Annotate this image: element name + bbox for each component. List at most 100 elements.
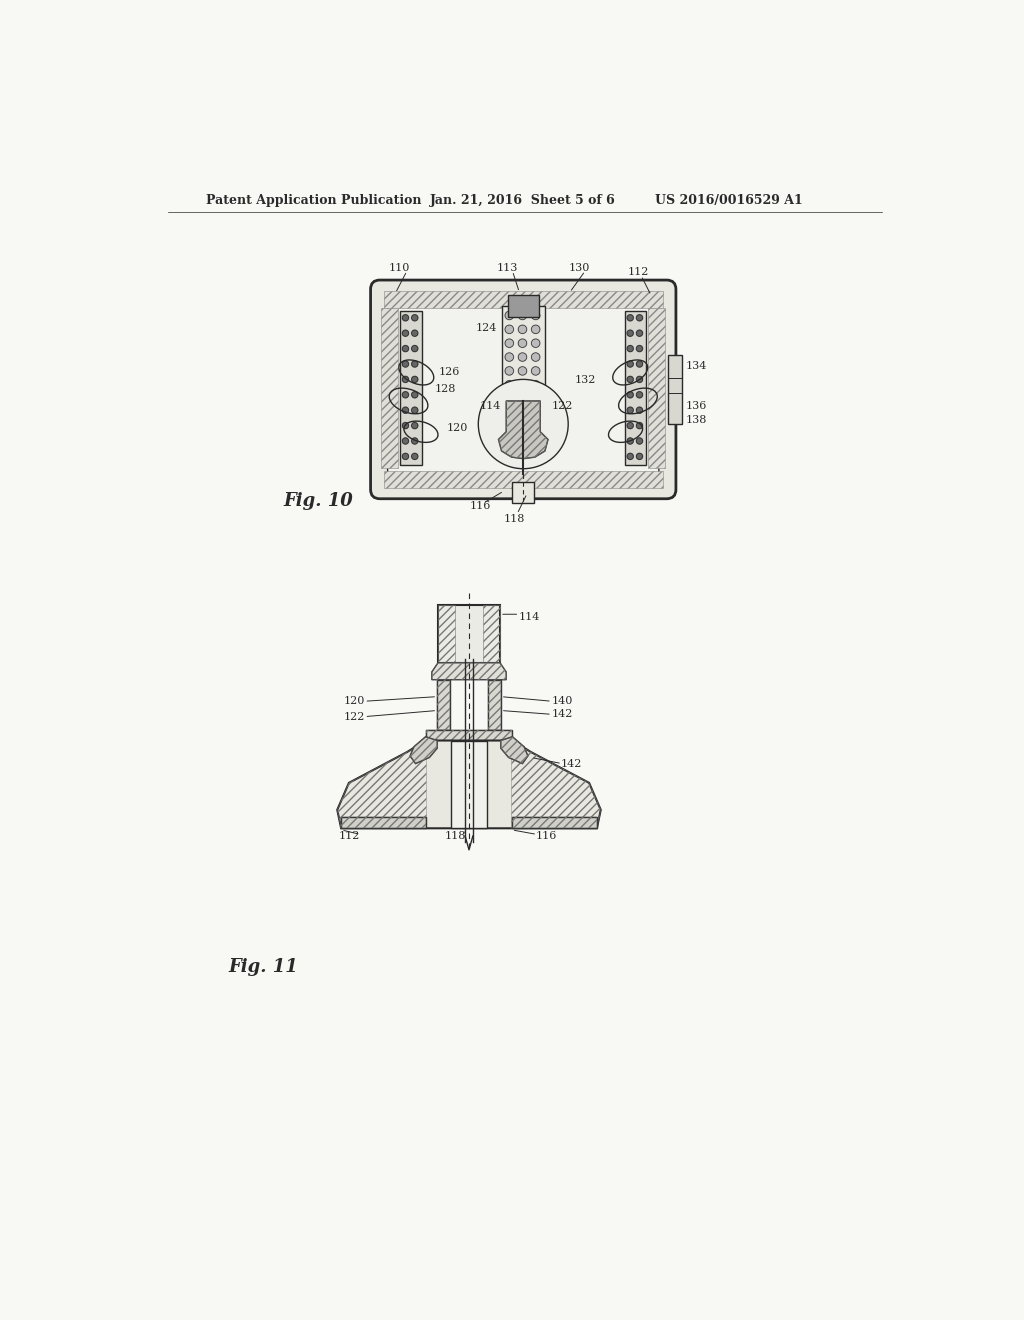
Circle shape <box>531 339 540 347</box>
Circle shape <box>531 312 540 319</box>
Polygon shape <box>337 741 601 829</box>
Bar <box>508 296 539 317</box>
Circle shape <box>627 314 633 321</box>
Bar <box>437 680 450 730</box>
Circle shape <box>531 408 540 417</box>
Polygon shape <box>499 401 548 459</box>
Bar <box>437 680 450 730</box>
Circle shape <box>627 438 633 444</box>
Circle shape <box>402 346 409 351</box>
Circle shape <box>402 330 409 337</box>
Circle shape <box>402 422 409 429</box>
Circle shape <box>505 325 514 334</box>
Bar <box>669 355 682 424</box>
Circle shape <box>518 325 526 334</box>
Circle shape <box>412 330 418 337</box>
Text: Fig. 10: Fig. 10 <box>283 492 352 510</box>
Circle shape <box>518 422 526 430</box>
Circle shape <box>627 360 633 367</box>
Bar <box>381 308 398 469</box>
Circle shape <box>627 346 633 351</box>
Text: 136: 136 <box>685 401 707 412</box>
Circle shape <box>636 407 643 413</box>
Circle shape <box>627 330 633 337</box>
Circle shape <box>505 367 514 375</box>
Bar <box>426 730 512 741</box>
Text: 122: 122 <box>551 401 572 412</box>
Bar <box>625 312 646 465</box>
Text: 113: 113 <box>497 263 518 273</box>
Text: Patent Application Publication: Patent Application Publication <box>206 194 421 207</box>
Text: Fig. 11: Fig. 11 <box>228 958 299 975</box>
Text: 120: 120 <box>446 422 468 433</box>
Circle shape <box>518 408 526 417</box>
Circle shape <box>412 360 418 367</box>
Circle shape <box>518 395 526 403</box>
Circle shape <box>627 407 633 413</box>
Polygon shape <box>432 663 506 680</box>
Circle shape <box>505 380 514 389</box>
Circle shape <box>636 346 643 351</box>
Circle shape <box>531 352 540 362</box>
Text: 114: 114 <box>480 401 502 412</box>
Circle shape <box>412 422 418 429</box>
Circle shape <box>412 453 418 459</box>
Circle shape <box>505 312 514 319</box>
Circle shape <box>505 352 514 362</box>
Text: 130: 130 <box>568 263 590 273</box>
Bar <box>503 306 545 441</box>
Circle shape <box>627 422 633 429</box>
Text: 112: 112 <box>338 832 359 841</box>
Text: 118: 118 <box>503 513 524 524</box>
Text: 126: 126 <box>439 367 461 378</box>
Circle shape <box>505 422 514 430</box>
Circle shape <box>531 380 540 389</box>
Polygon shape <box>341 817 426 829</box>
Circle shape <box>636 453 643 459</box>
Text: US 2016/0016529 A1: US 2016/0016529 A1 <box>655 194 803 207</box>
Bar <box>452 741 486 829</box>
Polygon shape <box>410 737 437 763</box>
Circle shape <box>412 392 418 397</box>
Circle shape <box>412 314 418 321</box>
FancyBboxPatch shape <box>371 280 676 499</box>
Bar <box>438 605 500 663</box>
Circle shape <box>531 422 540 430</box>
Circle shape <box>505 408 514 417</box>
Bar <box>488 680 501 730</box>
Circle shape <box>627 376 633 383</box>
Circle shape <box>636 438 643 444</box>
Circle shape <box>636 330 643 337</box>
Bar <box>400 312 422 465</box>
Circle shape <box>518 352 526 362</box>
FancyBboxPatch shape <box>388 297 658 482</box>
Circle shape <box>505 339 514 347</box>
Circle shape <box>518 312 526 319</box>
Circle shape <box>412 376 418 383</box>
Text: 134: 134 <box>685 362 707 371</box>
Circle shape <box>505 395 514 403</box>
Bar <box>384 471 663 488</box>
Polygon shape <box>512 817 597 829</box>
Text: 124: 124 <box>475 323 497 333</box>
Text: 142: 142 <box>560 759 582 768</box>
Circle shape <box>518 380 526 389</box>
Text: 142: 142 <box>551 709 572 719</box>
Text: 116: 116 <box>536 832 557 841</box>
Polygon shape <box>501 737 528 763</box>
Bar <box>438 605 455 663</box>
Circle shape <box>412 407 418 413</box>
Text: 138: 138 <box>685 416 707 425</box>
Bar <box>648 308 665 469</box>
Bar <box>488 680 501 730</box>
Circle shape <box>531 395 540 403</box>
Text: Jan. 21, 2016  Sheet 5 of 6: Jan. 21, 2016 Sheet 5 of 6 <box>430 194 616 207</box>
Circle shape <box>627 392 633 397</box>
Text: 122: 122 <box>344 711 365 722</box>
Circle shape <box>531 367 540 375</box>
Text: 118: 118 <box>444 832 466 841</box>
Text: 110: 110 <box>388 263 410 273</box>
Text: 116: 116 <box>470 502 492 511</box>
Circle shape <box>402 453 409 459</box>
Bar <box>384 290 663 308</box>
